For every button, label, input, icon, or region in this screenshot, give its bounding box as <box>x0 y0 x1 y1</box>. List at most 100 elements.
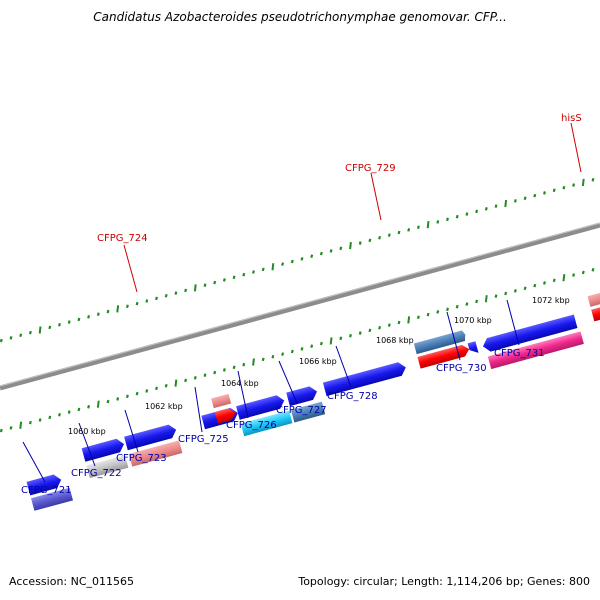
gene-arrow-cfpg-722[interactable] <box>86 455 129 479</box>
gene-label-hiss: hisS <box>561 113 582 124</box>
gene-arrow-cfpg-727-blue[interactable] <box>286 385 319 407</box>
minor-tick <box>426 312 430 317</box>
minor-tick <box>436 310 440 314</box>
minor-tick <box>358 241 362 245</box>
major-tick <box>562 274 566 282</box>
minor-tick <box>87 315 91 319</box>
minor-tick <box>368 328 372 333</box>
minor-tick <box>77 317 81 322</box>
gene-arrow-cfpg-731-blue[interactable] <box>481 314 578 354</box>
minor-tick <box>387 323 391 327</box>
kbp-label-1068: 1068 kbp <box>376 336 414 345</box>
minor-tick <box>9 426 13 430</box>
minor-tick <box>397 230 401 235</box>
accession-text: Accession: NC_011565 <box>9 575 135 588</box>
leader-line-cfpg-722 <box>78 422 96 467</box>
map-title: Candidatus Azobacteroides pseudotrichony… <box>93 10 507 24</box>
major-tick <box>252 358 255 366</box>
gene-arrow-cfpg-723-blue[interactable] <box>124 423 178 451</box>
minor-tick <box>523 196 527 201</box>
major-tick <box>329 337 333 345</box>
genome-backbone <box>0 222 600 391</box>
outer-tick-row <box>0 178 595 343</box>
minor-tick <box>125 394 129 399</box>
gene-arrow-cfpg-722-blue[interactable] <box>81 437 126 462</box>
minor-tick <box>591 178 595 182</box>
minor-tick <box>319 251 323 256</box>
leader-line-hiss <box>570 122 582 173</box>
gene-label-cfpg-724: CFPG_724 <box>97 233 148 244</box>
inner-tick-row <box>0 268 595 433</box>
major-tick <box>174 379 178 387</box>
gene-arrow-cfpg-729[interactable] <box>417 343 470 369</box>
minor-tick <box>446 217 449 222</box>
minor-tick <box>271 354 275 359</box>
kbp-label-1072: 1072 kbp <box>532 296 570 305</box>
minor-tick <box>290 349 294 354</box>
minor-tick <box>67 410 71 414</box>
minor-tick <box>455 214 459 219</box>
gene-arrow-cfpg-731[interactable] <box>487 331 584 370</box>
minor-tick <box>67 320 71 324</box>
leader-line-cfpg-721 <box>22 441 46 483</box>
major-tick <box>116 305 120 313</box>
minor-tick <box>213 370 217 375</box>
gene-arrow-cfpg-724-pink[interactable] <box>211 393 232 409</box>
leader-line-cfpg-726 <box>237 370 249 419</box>
minor-tick <box>543 281 546 285</box>
minor-tick <box>19 333 23 338</box>
gene-arrow-cfpg-728[interactable] <box>322 361 408 397</box>
minor-tick <box>145 299 149 303</box>
gene-arrow-hiss-pink[interactable] <box>587 280 600 307</box>
gene-label-cfpg-728: CFPG_728 <box>327 391 378 402</box>
minor-tick <box>310 254 314 258</box>
gene-arrow-cfpg-723[interactable] <box>128 440 183 467</box>
gene-label-cfpg-730: CFPG_730 <box>436 363 487 374</box>
gene-arrow-cfpg-724[interactable] <box>214 407 237 424</box>
gene-arrow-cfpg-721[interactable] <box>30 487 74 511</box>
minor-tick <box>562 185 566 190</box>
minor-tick <box>581 270 585 275</box>
minor-tick <box>58 412 61 417</box>
minor-tick <box>261 357 265 362</box>
leader-line-cfpg-723 <box>124 409 139 453</box>
gene-arrow-cfpg-727[interactable] <box>290 401 326 423</box>
minor-tick <box>184 378 188 383</box>
gene-label-cfpg-723: CFPG_723 <box>116 453 167 464</box>
kbp-label-1062: 1062 kbp <box>145 402 183 411</box>
gene-arrow-cfpg-726[interactable] <box>240 410 293 437</box>
minor-tick <box>484 206 488 211</box>
major-tick <box>19 421 23 429</box>
gene-label-cfpg-727: CFPG_727 <box>276 405 327 416</box>
minor-tick <box>378 325 382 330</box>
gene-label-cfpg-726: CFPG_726 <box>226 420 277 431</box>
gene-label-cfpg-722: CFPG_722 <box>71 468 122 479</box>
minor-tick <box>397 320 401 325</box>
minor-tick <box>504 291 508 296</box>
minor-tick <box>261 267 265 272</box>
minor-tick <box>572 273 576 277</box>
major-tick <box>349 242 352 250</box>
major-tick <box>581 178 585 187</box>
gene-arrow-cfpg-726-blue[interactable] <box>236 394 286 420</box>
gene-label-cfpg-729: CFPG_729 <box>345 163 396 174</box>
kbp-label-1066: 1066 kbp <box>299 357 337 366</box>
gene-label-cfpg-721: CFPG_721 <box>21 485 72 496</box>
minor-tick <box>387 233 391 237</box>
gene-arrow-cfpg-729-steel[interactable] <box>413 330 467 355</box>
major-tick <box>484 295 488 303</box>
minor-tick <box>155 386 158 391</box>
minor-tick <box>96 312 100 316</box>
gene-arrow-cfpg-720[interactable] <box>26 473 63 496</box>
minor-tick <box>513 289 517 293</box>
minor-tick <box>125 304 129 309</box>
minor-tick <box>174 291 178 295</box>
minor-tick <box>58 322 61 327</box>
gene-arrow-cfpg-730[interactable] <box>467 341 479 355</box>
major-tick <box>407 316 411 324</box>
minor-tick <box>184 288 188 293</box>
gene-label-cfpg-725: CFPG_725 <box>178 434 229 445</box>
kbp-label-1060: 1060 kbp <box>68 427 106 436</box>
minor-tick <box>28 330 32 335</box>
